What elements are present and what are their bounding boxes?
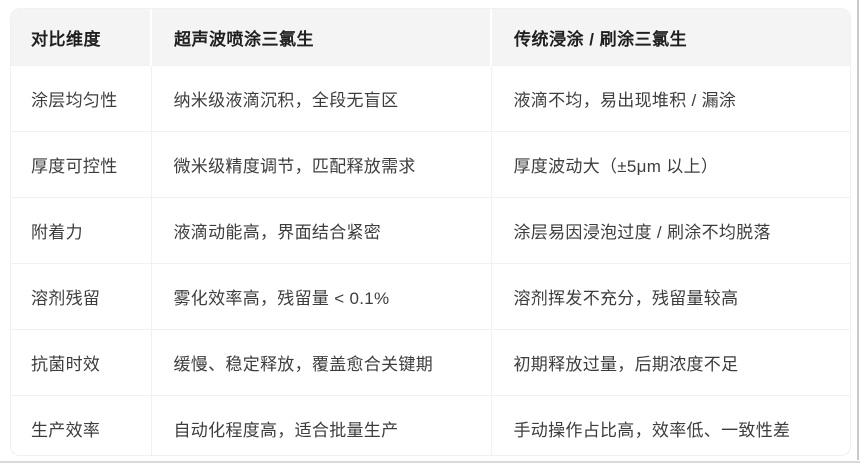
traditional-cell: 手动操作占比高，效率低、一致性差 [490, 395, 850, 455]
column-header-traditional: 传统浸涂 / 刷涂三氯生 [490, 9, 850, 66]
ultrasonic-cell: 微米级精度调节，匹配释放需求 [150, 131, 491, 198]
traditional-cell: 涂层易因浸泡过度 / 刷涂不均脱落 [490, 197, 850, 264]
traditional-cell: 厚度波动大（±5μm 以上） [490, 131, 850, 198]
table-header: 对比维度 超声波喷涂三氯生 传统浸涂 / 刷涂三氯生 [11, 9, 850, 66]
traditional-cell: 液滴不均，易出现堆积 / 漏涂 [490, 65, 850, 132]
comparison-table: 对比维度 超声波喷涂三氯生 传统浸涂 / 刷涂三氯生 涂层均匀性 纳米级液滴沉积，… [11, 9, 850, 455]
header-row: 对比维度 超声波喷涂三氯生 传统浸涂 / 刷涂三氯生 [11, 9, 850, 66]
dimension-cell: 附着力 [11, 197, 151, 264]
dimension-cell: 生产效率 [11, 395, 151, 455]
ultrasonic-cell: 自动化程度高，适合批量生产 [150, 395, 491, 455]
table-body: 涂层均匀性 纳米级液滴沉积，全段无盲区 液滴不均，易出现堆积 / 漏涂 厚度可控性 微米… [11, 65, 850, 455]
page-edge-line-right [857, 0, 859, 460]
page-edge-line-bottom [0, 461, 860, 463]
dimension-cell: 厚度可控性 [11, 131, 151, 198]
dimension-cell: 涂层均匀性 [11, 65, 151, 132]
dimension-cell: 抗菌时效 [11, 329, 151, 396]
ultrasonic-cell: 雾化效率高，残留量 < 0.1% [150, 263, 491, 330]
table-row: 生产效率 自动化程度高，适合批量生产 手动操作占比高，效率低、一致性差 [11, 395, 850, 455]
dimension-cell: 溶剂残留 [11, 263, 151, 330]
column-header-ultrasonic: 超声波喷涂三氯生 [150, 9, 491, 66]
ultrasonic-cell: 液滴动能高，界面结合紧密 [150, 197, 491, 264]
table-row: 溶剂残留 雾化效率高，残留量 < 0.1% 溶剂挥发不充分，残留量较高 [11, 263, 850, 330]
table-row: 厚度可控性 微米级精度调节，匹配释放需求 厚度波动大（±5μm 以上） [11, 131, 850, 198]
table-row: 涂层均匀性 纳米级液滴沉积，全段无盲区 液滴不均，易出现堆积 / 漏涂 [11, 65, 850, 132]
column-header-dimension: 对比维度 [11, 9, 151, 66]
traditional-cell: 初期释放过量，后期浓度不足 [490, 329, 850, 396]
comparison-table-card: 对比维度 超声波喷涂三氯生 传统浸涂 / 刷涂三氯生 涂层均匀性 纳米级液滴沉积，… [10, 8, 851, 456]
ultrasonic-cell: 纳米级液滴沉积，全段无盲区 [150, 65, 491, 132]
table-row: 附着力 液滴动能高，界面结合紧密 涂层易因浸泡过度 / 刷涂不均脱落 [11, 197, 850, 264]
table-row: 抗菌时效 缓慢、稳定释放，覆盖愈合关键期 初期释放过量，后期浓度不足 [11, 329, 850, 396]
traditional-cell: 溶剂挥发不充分，残留量较高 [490, 263, 850, 330]
ultrasonic-cell: 缓慢、稳定释放，覆盖愈合关键期 [150, 329, 491, 396]
